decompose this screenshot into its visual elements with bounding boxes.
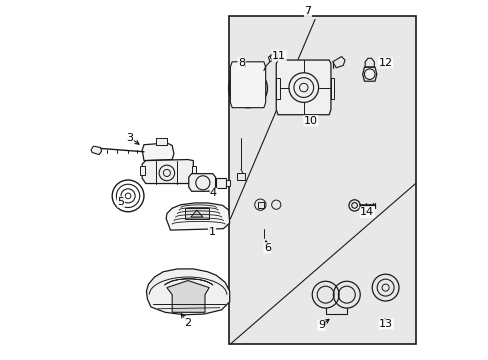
Text: 5: 5 [117,197,124,207]
Text: 1: 1 [208,227,215,237]
Polygon shape [190,210,203,217]
Text: 8: 8 [238,58,245,68]
Bar [257,202,263,207]
Polygon shape [146,269,229,315]
Text: 12: 12 [378,58,392,68]
Bar [276,78,279,99]
Text: 10: 10 [303,116,317,126]
Text: 7: 7 [304,6,311,16]
Polygon shape [188,174,215,191]
Polygon shape [362,67,376,81]
Text: 2: 2 [183,318,190,328]
Text: 9: 9 [317,320,325,330]
Text: 6: 6 [264,243,270,253]
Polygon shape [142,143,174,161]
Text: 11: 11 [271,51,285,61]
Text: 13: 13 [379,319,392,329]
Bar [225,180,230,186]
Polygon shape [276,60,330,115]
Polygon shape [142,159,193,184]
Bar [236,173,244,180]
Text: 3: 3 [126,133,133,143]
Polygon shape [166,203,229,230]
Bar [228,16,415,344]
Bar [140,166,144,175]
Polygon shape [230,62,265,108]
Bar [330,78,334,99]
Polygon shape [184,208,209,219]
Bar [215,178,225,188]
Bar [191,166,195,175]
Bar [156,138,166,145]
Text: 14: 14 [360,207,374,217]
Polygon shape [91,146,102,154]
Text: 4: 4 [209,188,217,198]
Polygon shape [166,280,209,312]
